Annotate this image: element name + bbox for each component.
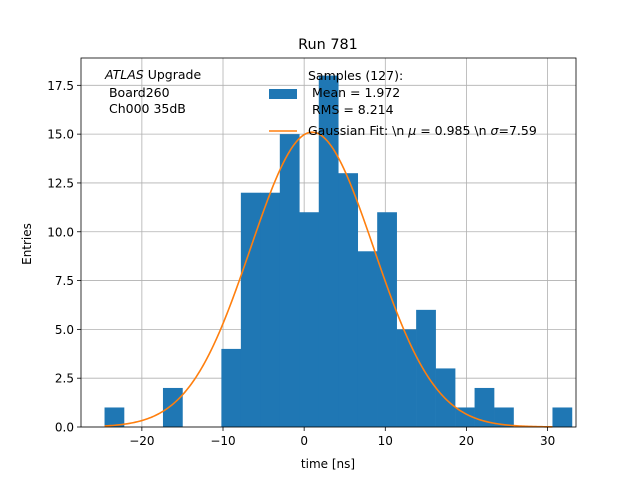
legend: Samples (127): Mean = 1.972 RMS = 8.214 … (269, 68, 537, 138)
histogram-bar (552, 407, 573, 427)
legend-hist-line3: RMS = 8.214 (308, 102, 394, 117)
histogram-bar (494, 407, 514, 427)
y-tick-label: 0.0 (55, 421, 74, 435)
legend-hist-line2: Mean = 1.972 (308, 85, 400, 100)
histogram-bar (104, 407, 125, 427)
histogram-bar (396, 329, 417, 427)
plot-frame (80, 57, 577, 428)
histogram-bar (416, 309, 436, 427)
atlas-annotation-line2: Board260 (105, 85, 170, 100)
y-tick-label: 17.5 (47, 79, 74, 93)
y-tick-label: 5.0 (55, 323, 74, 337)
y-axis-ticks: 0.0 2.5 5.0 7.5 10.0 12.5 15.0 17.5 (47, 79, 81, 435)
histogram-bar (299, 212, 320, 427)
histogram-bar (162, 387, 183, 427)
histogram-bar (474, 387, 495, 427)
histogram-bar (279, 134, 300, 427)
x-tick-label: −20 (129, 434, 154, 448)
histogram-bars (104, 75, 573, 428)
x-tick-label: 10 (378, 434, 393, 448)
x-axis-label: time [ns] (301, 457, 355, 471)
histogram-bar (260, 192, 281, 427)
histogram-bar (318, 75, 339, 428)
atlas-annotation-line1: ATLAS Upgrade (104, 67, 201, 82)
atlas-annotation: ATLAS Upgrade Board260 Ch000 35dB (104, 67, 201, 116)
y-axis-label: Entries (20, 223, 34, 265)
chart-title: Run 781 (298, 37, 358, 53)
histogram-bar (455, 407, 475, 427)
histogram-bar (357, 251, 378, 427)
legend-fit-label: Gaussian Fit: \n μ = 0.985 \n σ=7.59 (308, 123, 537, 138)
x-tick-label: 20 (459, 434, 474, 448)
legend-hist-swatch (269, 89, 297, 99)
gaussian-fit (104, 131, 553, 428)
x-tick-label: −10 (210, 434, 235, 448)
histogram-bar (240, 192, 261, 427)
y-tick-label: 12.5 (47, 176, 74, 190)
histogram-bar (338, 173, 359, 427)
x-axis-ticks: −20 −10 0 10 20 30 (129, 427, 555, 448)
y-tick-label: 7.5 (55, 274, 74, 288)
legend-hist-line1: Samples (127): (308, 68, 403, 83)
x-tick-label: 30 (540, 434, 555, 448)
y-tick-label: 15.0 (47, 128, 74, 142)
histogram-bar (377, 212, 397, 427)
atlas-annotation-line3: Ch000 35dB (105, 101, 186, 116)
y-tick-label: 10.0 (47, 225, 74, 239)
x-tick-label: 0 (300, 434, 308, 448)
gaussian-fit-line (104, 131, 553, 428)
histogram-bar (221, 348, 242, 427)
y-tick-label: 2.5 (55, 372, 74, 386)
